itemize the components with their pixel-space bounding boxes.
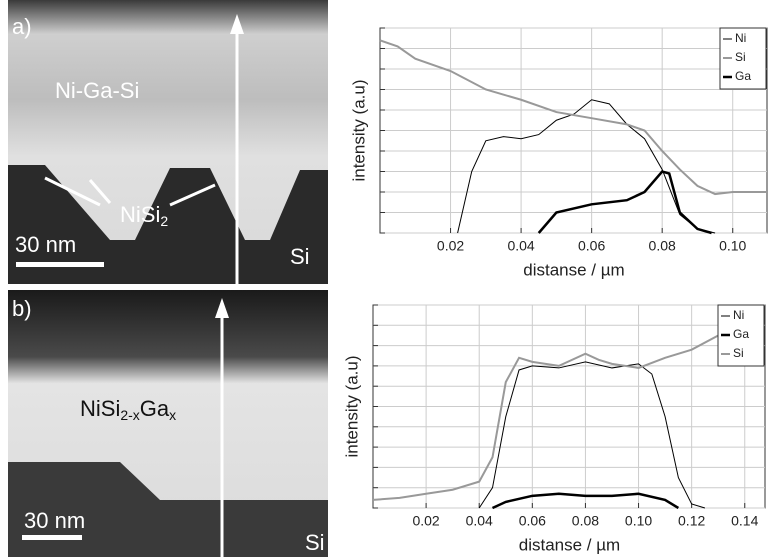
y-axis-label: intensity (a.u) — [342, 355, 361, 457]
data-line — [537, 170, 712, 235]
scale-label: 30 nm — [24, 508, 85, 533]
x-tick-label: 0.06 — [519, 513, 546, 529]
scale-label: 30 nm — [15, 232, 76, 257]
legend-label: Si — [735, 50, 746, 64]
x-tick-label: 0.02 — [412, 513, 439, 529]
data-line — [478, 361, 706, 509]
x-tick-label: 0.12 — [678, 513, 705, 529]
legend-label: Ni — [735, 31, 746, 45]
substrate-label: Si — [305, 530, 325, 555]
x-tick-label: 0.04 — [466, 513, 493, 529]
data-line — [491, 492, 680, 510]
substrate-label: Si — [290, 244, 310, 269]
x-tick-label: 0.10 — [719, 238, 746, 254]
x-tick-label: 0.08 — [649, 238, 676, 254]
x-tick-label: 0.06 — [578, 238, 605, 254]
data-line — [457, 99, 716, 234]
data-line — [372, 310, 733, 501]
x-tick-label: 0.04 — [507, 238, 534, 254]
data-line — [379, 39, 768, 196]
y-axis-label: intensity (a.u) — [349, 79, 368, 181]
phase-label: Ni-Ga-Si — [55, 78, 139, 103]
legend-label: Si — [733, 346, 744, 360]
x-axis-label: distanse / µm — [519, 535, 620, 554]
tem-image-b: b) NiSi2-xGax 30 nm Si — [8, 290, 328, 557]
panel-label: b) — [12, 296, 32, 321]
phase-label: NiSi2-xGax — [80, 396, 176, 423]
legend-label: Ni — [733, 308, 744, 322]
x-tick-label: 0.02 — [437, 238, 464, 254]
x-axis-label: distanse / µm — [523, 260, 624, 279]
x-tick-label: 0.14 — [731, 513, 758, 529]
legend-label: Ga — [735, 69, 751, 83]
panel-label: a) — [12, 14, 32, 39]
x-tick-label: 0.08 — [572, 513, 599, 529]
x-tick-label: 0.10 — [625, 513, 652, 529]
tem-image-a: a) Ni-Ga-Si NiSi2 30 nm Si — [8, 0, 328, 284]
legend-label: Ga — [733, 327, 749, 341]
precipitate-label: NiSi2 — [120, 202, 168, 229]
